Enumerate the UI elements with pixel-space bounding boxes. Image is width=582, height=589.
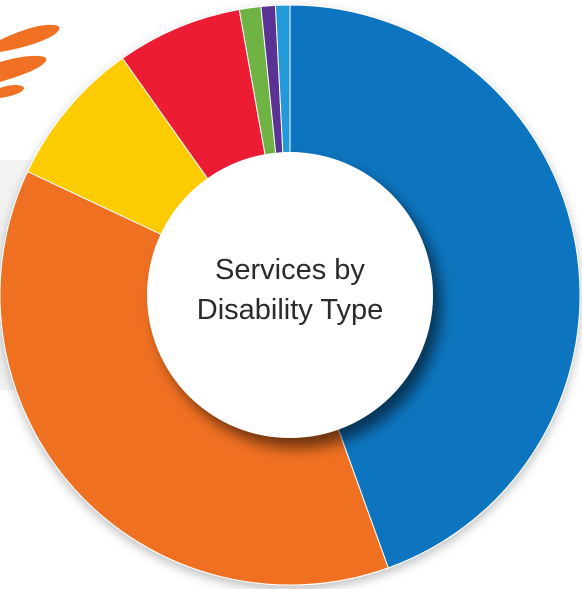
donut-hole [147, 152, 433, 438]
swoosh-stroke-2 [0, 55, 47, 82]
center-label-line-2: Disability Type [196, 294, 384, 326]
decorative-brush-swoosh [0, 24, 60, 98]
chart-center-label: Services by Disability Type [170, 220, 410, 360]
swoosh-stroke-3 [0, 85, 24, 98]
donut-slice-1 [289, 4, 581, 569]
center-label-line-1: Services by [215, 254, 365, 286]
swoosh-stroke-1 [0, 24, 60, 52]
